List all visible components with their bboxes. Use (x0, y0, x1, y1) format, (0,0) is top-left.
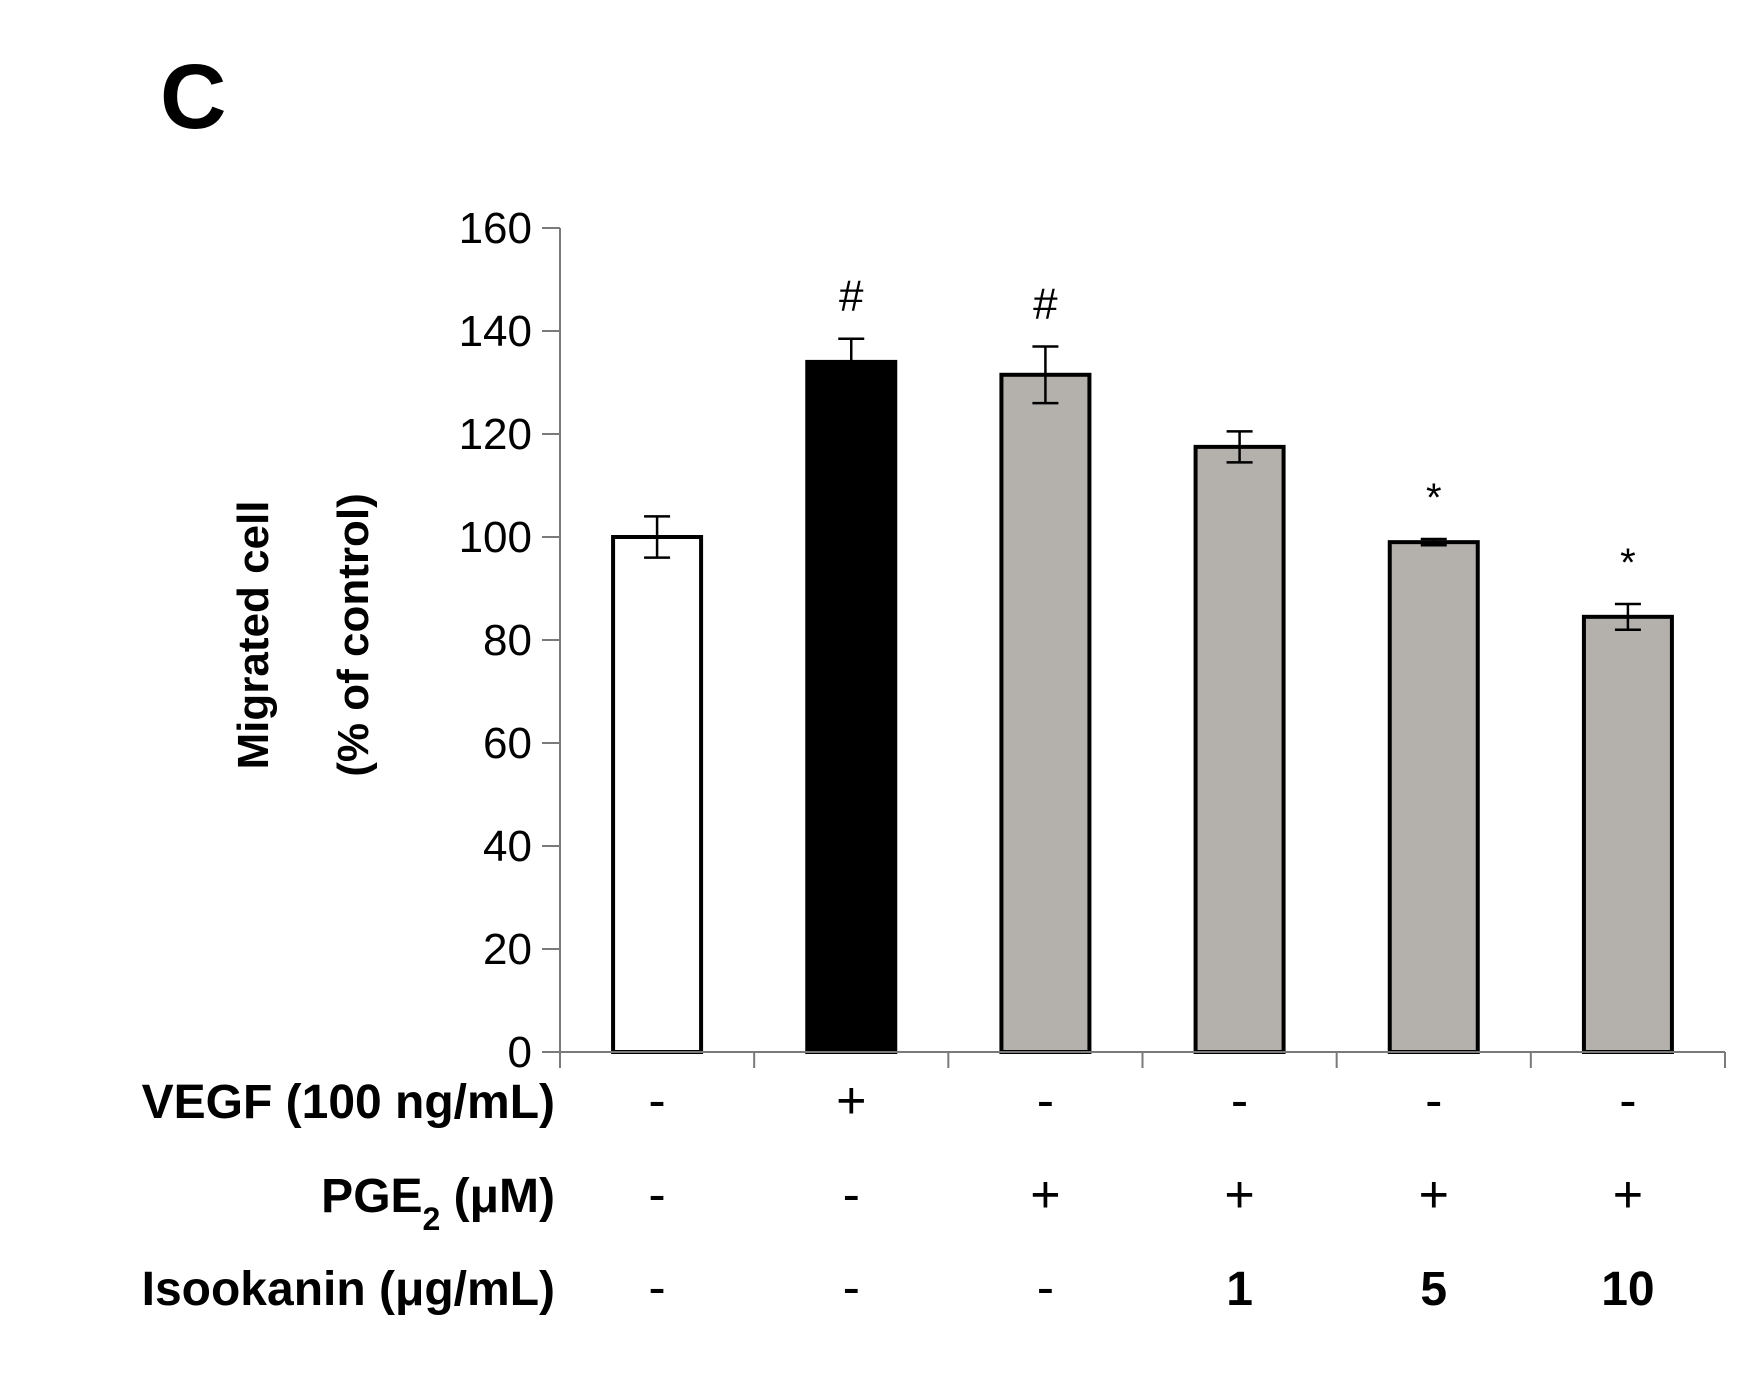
treatment-value: 10 (1601, 1263, 1654, 1316)
y-tick-label: 0 (508, 1028, 532, 1077)
y-tick-label: 140 (459, 307, 532, 356)
treatment-value: + (1419, 1166, 1449, 1224)
bar-6 (1581, 614, 1674, 1054)
treatment-value: + (836, 1072, 866, 1130)
significance-mark-3: # (1033, 279, 1058, 328)
treatment-label-tail: (μM) (440, 1170, 555, 1223)
treatment-value: - (648, 1166, 665, 1224)
treatment-value: 1 (1226, 1263, 1253, 1316)
y-tick-label: 40 (483, 822, 532, 871)
panel-label: C (160, 46, 226, 148)
significance-mark-2: # (839, 272, 864, 321)
treatment-label-2: PGE2 (μM) (321, 1170, 555, 1237)
y-tick-label: 80 (483, 616, 532, 665)
bar-5 (1387, 540, 1480, 1055)
treatment-table: VEGF (100 ng/mL) - + - - - - PGE2 (μM) - - + + + + Iso… (142, 1072, 1655, 1317)
y-axis-title-line2: (% of control) (329, 493, 378, 777)
x-axis (559, 1051, 1726, 1068)
treatment-label-3: Isookanin (μg/mL) (142, 1263, 555, 1316)
treatment-value: - (1037, 1259, 1054, 1317)
treatment-label-subscript: 2 (423, 1201, 441, 1237)
y-tick-label: 120 (459, 410, 532, 459)
treatment-label-main: Isookanin (μg/mL) (142, 1263, 555, 1316)
treatment-label-main: VEGF (100 ng/mL) (142, 1076, 555, 1129)
y-tick-label: 20 (483, 925, 532, 974)
treatment-label-1: VEGF (100 ng/mL) (142, 1076, 555, 1129)
treatment-value: - (843, 1259, 860, 1317)
bar-2 (805, 359, 898, 1054)
y-axis-title-line1: Migrated cell (229, 501, 278, 770)
y-tick-label: 60 (483, 719, 532, 768)
treatment-value: 5 (1420, 1263, 1447, 1316)
treatment-value: - (1231, 1072, 1248, 1130)
bars (611, 359, 1674, 1055)
treatment-value: - (1037, 1072, 1054, 1130)
y-tick-label: 100 (459, 513, 532, 562)
y-axis-title: Migrated cell (% of control) (229, 493, 378, 777)
treatment-value: + (1224, 1166, 1254, 1224)
significance-mark-5: * (1426, 476, 1442, 520)
bar-4 (1193, 444, 1286, 1054)
treatment-value: + (1030, 1166, 1060, 1224)
treatment-value: - (843, 1166, 860, 1224)
treatment-value: - (1425, 1072, 1442, 1130)
bar-3 (999, 372, 1092, 1054)
treatment-value: - (648, 1072, 665, 1130)
y-tick-label: 160 (459, 204, 532, 253)
significance-marks: # # * * (839, 272, 1636, 585)
bar-1 (611, 535, 704, 1054)
treatment-label-main: PGE (321, 1170, 422, 1223)
treatment-value: - (1619, 1072, 1636, 1130)
significance-mark-6: * (1620, 541, 1636, 585)
treatment-value: + (1613, 1166, 1643, 1224)
treatment-value: - (648, 1259, 665, 1317)
y-axis: 0 20 40 60 80 100 120 140 160 (459, 204, 561, 1077)
error-bars (644, 337, 1641, 631)
